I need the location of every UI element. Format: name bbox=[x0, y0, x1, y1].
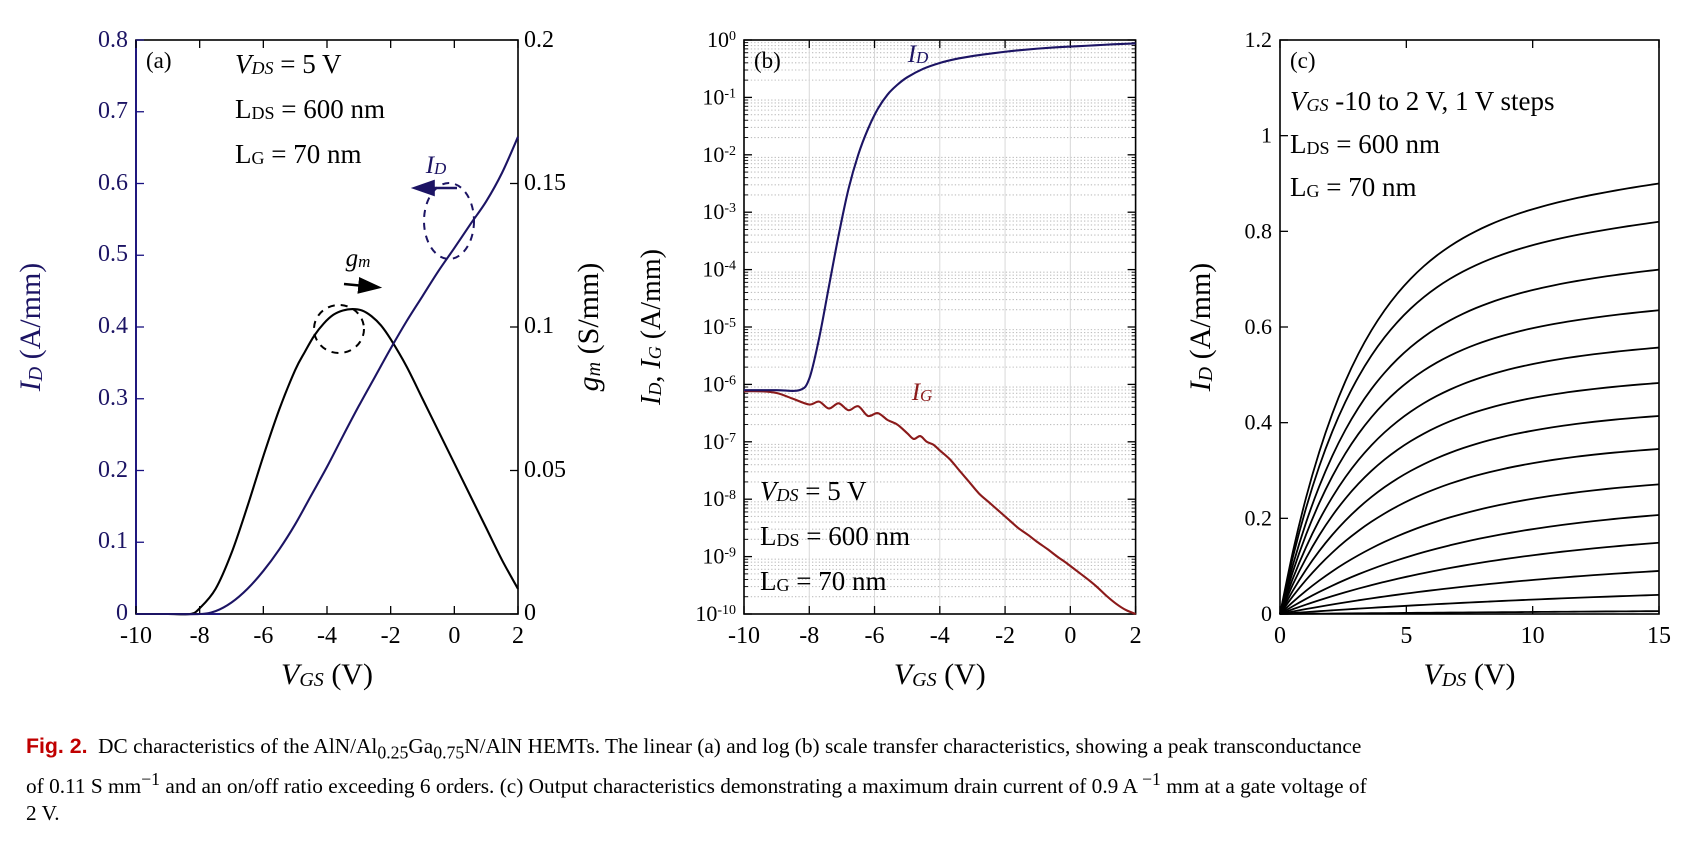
svg-text:VDS (V): VDS (V) bbox=[1424, 658, 1516, 691]
svg-text:LDS = 600 nm: LDS = 600 nm bbox=[1290, 129, 1440, 159]
svg-text:0: 0 bbox=[1274, 623, 1286, 649]
svg-text:gm (S/mm): gm (S/mm) bbox=[572, 263, 605, 392]
svg-text:0.15: 0.15 bbox=[524, 170, 566, 196]
svg-text:10-9: 10-9 bbox=[702, 544, 736, 569]
svg-text:VGS (V): VGS (V) bbox=[281, 658, 373, 691]
svg-text:LDS = 600 nm: LDS = 600 nm bbox=[760, 521, 910, 551]
svg-text:0.1: 0.1 bbox=[524, 313, 554, 339]
svg-text:gm: gm bbox=[346, 245, 371, 272]
svg-text:IG: IG bbox=[911, 379, 933, 406]
svg-text:-6: -6 bbox=[865, 623, 885, 649]
svg-text:-10: -10 bbox=[728, 623, 760, 649]
svg-text:5: 5 bbox=[1400, 623, 1412, 649]
svg-text:-8: -8 bbox=[799, 623, 819, 649]
svg-text:15: 15 bbox=[1647, 623, 1671, 649]
svg-text:ID (A/mm): ID (A/mm) bbox=[14, 263, 47, 393]
svg-text:ID: ID bbox=[425, 152, 447, 179]
svg-text:1: 1 bbox=[1261, 123, 1272, 148]
svg-text:(c): (c) bbox=[1290, 48, 1316, 73]
svg-text:0.5: 0.5 bbox=[98, 241, 128, 267]
svg-text:0: 0 bbox=[1261, 601, 1272, 626]
svg-text:100: 100 bbox=[707, 27, 736, 52]
svg-text:10-4: 10-4 bbox=[702, 257, 736, 282]
svg-text:10-6: 10-6 bbox=[702, 371, 736, 396]
svg-text:-6: -6 bbox=[253, 623, 273, 649]
svg-text:LG = 70 nm: LG = 70 nm bbox=[760, 566, 886, 596]
svg-text:10-1: 10-1 bbox=[702, 84, 736, 109]
svg-text:0: 0 bbox=[448, 623, 460, 649]
svg-text:ID, IG (A/mm): ID, IG (A/mm) bbox=[636, 249, 667, 406]
svg-text:10: 10 bbox=[1521, 623, 1545, 649]
svg-text:10-2: 10-2 bbox=[702, 142, 736, 167]
svg-text:LG = 70 nm: LG = 70 nm bbox=[1290, 172, 1416, 202]
svg-text:2: 2 bbox=[1130, 623, 1142, 649]
svg-text:0.6: 0.6 bbox=[98, 170, 128, 196]
svg-text:0.1: 0.1 bbox=[98, 528, 128, 554]
svg-text:0.05: 0.05 bbox=[524, 457, 566, 483]
svg-text:1.2: 1.2 bbox=[1245, 27, 1273, 52]
svg-text:-10: -10 bbox=[120, 623, 152, 649]
svg-text:LG = 70 nm: LG = 70 nm bbox=[235, 139, 361, 169]
svg-text:(a): (a) bbox=[146, 48, 172, 73]
svg-text:VGS (V): VGS (V) bbox=[894, 658, 986, 691]
svg-text:0.8: 0.8 bbox=[98, 27, 128, 53]
svg-text:ID (A/mm): ID (A/mm) bbox=[1184, 263, 1217, 393]
svg-text:0.2: 0.2 bbox=[524, 27, 554, 53]
svg-text:0: 0 bbox=[524, 600, 536, 626]
svg-text:10-3: 10-3 bbox=[702, 199, 736, 224]
svg-text:LDS = 600 nm: LDS = 600 nm bbox=[235, 94, 385, 124]
svg-text:10-7: 10-7 bbox=[702, 429, 736, 454]
svg-text:0.3: 0.3 bbox=[98, 385, 128, 411]
svg-text:-8: -8 bbox=[190, 623, 210, 649]
svg-text:-4: -4 bbox=[930, 623, 950, 649]
svg-text:-4: -4 bbox=[317, 623, 337, 649]
svg-text:0.4: 0.4 bbox=[1245, 410, 1273, 435]
svg-text:(b): (b) bbox=[754, 48, 781, 73]
svg-text:-2: -2 bbox=[381, 623, 401, 649]
svg-text:0.4: 0.4 bbox=[98, 313, 128, 339]
svg-text:VDS = 5 V: VDS = 5 V bbox=[235, 49, 342, 79]
svg-text:10-5: 10-5 bbox=[702, 314, 736, 339]
svg-text:0.8: 0.8 bbox=[1245, 218, 1273, 243]
svg-text:-2: -2 bbox=[995, 623, 1015, 649]
svg-text:0: 0 bbox=[1064, 623, 1076, 649]
svg-text:VGS -10 to 2 V, 1 V steps: VGS -10 to 2 V, 1 V steps bbox=[1290, 86, 1555, 116]
svg-text:0.2: 0.2 bbox=[98, 457, 128, 483]
svg-text:2: 2 bbox=[512, 623, 524, 649]
svg-text:0.2: 0.2 bbox=[1245, 505, 1273, 530]
svg-text:10-8: 10-8 bbox=[702, 486, 736, 511]
svg-text:0.6: 0.6 bbox=[1245, 314, 1273, 339]
svg-text:0.7: 0.7 bbox=[98, 98, 128, 124]
svg-text:VDS = 5 V: VDS = 5 V bbox=[760, 476, 867, 506]
